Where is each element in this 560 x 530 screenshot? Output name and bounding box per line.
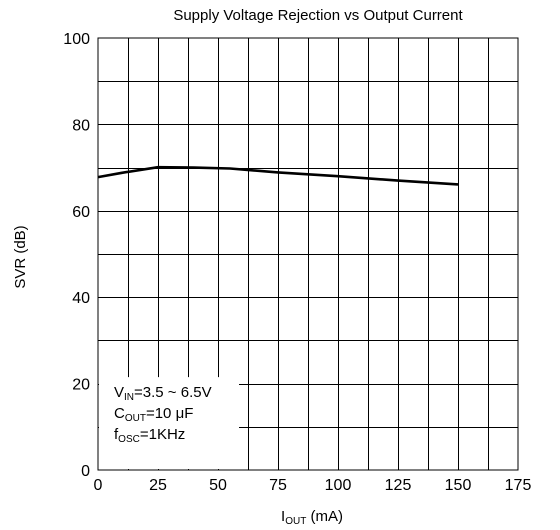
- annotation-main: V: [114, 384, 124, 401]
- x-tick-label: 175: [505, 477, 532, 494]
- y-tick-label: 100: [63, 31, 90, 48]
- annotation-rest: =1KHz: [140, 426, 185, 443]
- x-tick-label: 0: [94, 477, 103, 494]
- annotation-sub: OSC: [118, 434, 140, 445]
- y-tick-label: 40: [72, 290, 90, 307]
- annotation-main: f: [114, 426, 119, 443]
- series-layer: [97, 165, 459, 186]
- annotation-line-2: fOSC=1KHz: [114, 426, 185, 445]
- annotation-rest: =10 μF: [146, 405, 193, 422]
- annotation-box: [99, 377, 239, 469]
- annotation-sub: OUT: [125, 413, 146, 424]
- y-tick-label: 20: [72, 377, 90, 394]
- y-tick-label: 0: [81, 463, 90, 480]
- y-tick-label: 80: [72, 117, 90, 134]
- chart-title: Supply Voltage Rejection vs Output Curre…: [173, 7, 463, 24]
- y-axis-label: SVR (dB): [12, 225, 29, 288]
- tick-labels: 0 25 50 75 100 125 150 175 0 20 40 60 80 100: [63, 31, 531, 494]
- x-tick-label: 125: [385, 477, 412, 494]
- x-axis-label-main: I: [281, 508, 285, 525]
- x-tick-label: 150: [445, 477, 472, 494]
- grid: [98, 38, 518, 470]
- x-tick-label: 100: [325, 477, 352, 494]
- y-tick-label: 60: [72, 204, 90, 221]
- annotation-line-1: COUT=10 μF: [114, 405, 193, 424]
- plot-frame: [97, 37, 519, 471]
- annotation-rest: =3.5 ~ 6.5V: [134, 384, 212, 401]
- x-tick-label: 25: [149, 477, 167, 494]
- annotation-main: C: [114, 405, 125, 422]
- x-tick-label: 75: [269, 477, 287, 494]
- x-axis-label-rest: (mA): [306, 508, 343, 525]
- annotations: VIN=3.5 ~ 6.5V COUT=10 μF fOSC=1KHz: [114, 384, 212, 445]
- x-axis-label-sub: OUT: [285, 516, 306, 527]
- annotation-line-0: VIN=3.5 ~ 6.5V: [114, 384, 212, 403]
- x-axis-label: IOUT (mA): [281, 508, 343, 527]
- annotation-sub: IN: [124, 392, 134, 403]
- series-line-0: [97, 165, 459, 186]
- x-tick-label: 50: [209, 477, 227, 494]
